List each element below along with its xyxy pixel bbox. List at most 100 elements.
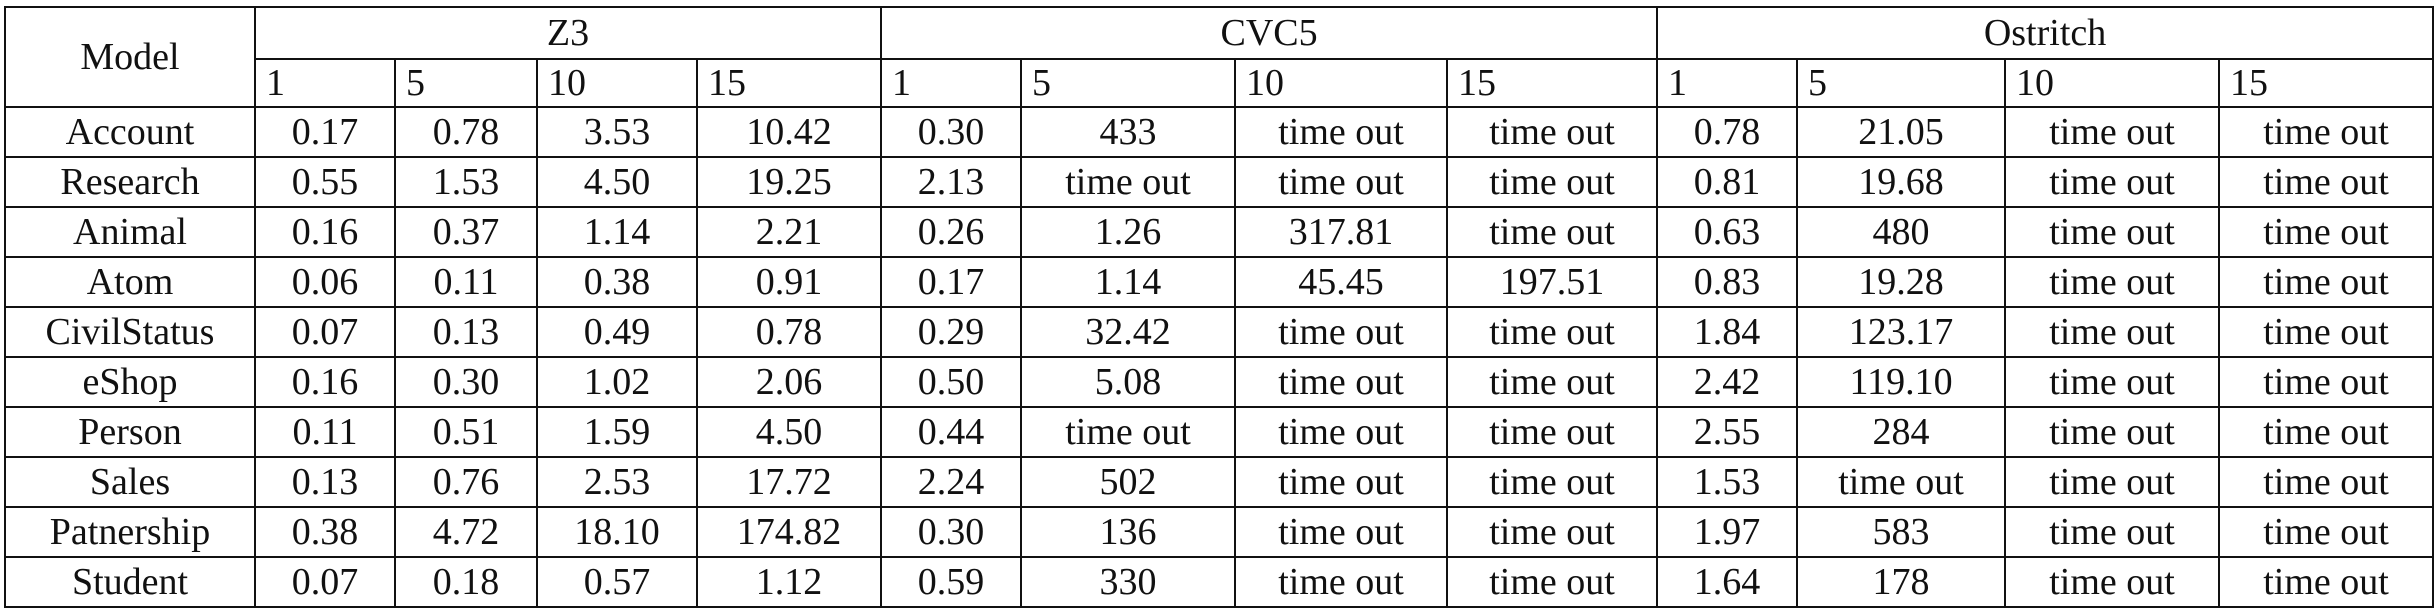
cvc5-time-cell: 0.59 bbox=[880, 556, 1023, 608]
z3-time-cell: 0.37 bbox=[394, 206, 538, 258]
model-name-cell: Person bbox=[4, 406, 256, 458]
ostritch-time-cell: 0.63 bbox=[1656, 206, 1799, 258]
z3-time-cell: 0.38 bbox=[536, 256, 698, 308]
z3-time-cell: 4.50 bbox=[536, 156, 698, 208]
ostritch-time-cell: time out bbox=[2218, 356, 2434, 408]
cvc5-time-cell: 0.44 bbox=[880, 406, 1023, 458]
cvc5-time-cell: 0.29 bbox=[880, 306, 1023, 358]
ostritch-time-cell: 119.10 bbox=[1796, 356, 2007, 408]
z3-time-cell: 4.72 bbox=[394, 506, 538, 558]
z3-time-cell: 0.17 bbox=[254, 106, 396, 158]
cvc5-time-cell: time out bbox=[1234, 506, 1449, 558]
ostritch-time-cell: 2.55 bbox=[1656, 406, 1799, 458]
model-name-cell: Patnership bbox=[4, 506, 256, 558]
size-header: 1 bbox=[1656, 58, 1799, 108]
model-name-cell: Research bbox=[4, 156, 256, 208]
z3-time-cell: 0.07 bbox=[254, 306, 396, 358]
ostritch-time-cell: 123.17 bbox=[1796, 306, 2007, 358]
z3-time-cell: 0.76 bbox=[394, 456, 538, 508]
z3-time-cell: 0.91 bbox=[695, 256, 883, 308]
cvc5-time-cell: time out bbox=[1446, 556, 1659, 608]
model-name-cell: Atom bbox=[4, 256, 256, 308]
cvc5-time-cell: time out bbox=[1446, 306, 1659, 358]
model-name-cell: Account bbox=[4, 106, 256, 158]
cvc5-time-cell: time out bbox=[1234, 456, 1449, 508]
z3-time-cell: 3.53 bbox=[536, 106, 698, 158]
model-name-cell: eShop bbox=[4, 356, 256, 408]
cvc5-time-cell: time out bbox=[1446, 356, 1659, 408]
ostritch-time-cell: time out bbox=[2004, 256, 2221, 308]
ostritch-time-cell: time out bbox=[2004, 156, 2221, 208]
table-row: Research 0.55 1.53 4.50 19.25 2.13 time out tim… bbox=[4, 156, 2434, 208]
z3-time-cell: 4.50 bbox=[695, 406, 883, 458]
cvc5-time-cell: time out bbox=[1446, 156, 1659, 208]
cvc5-time-cell: 0.50 bbox=[880, 356, 1023, 408]
z3-time-cell: 2.53 bbox=[536, 456, 698, 508]
z3-time-cell: 0.16 bbox=[254, 206, 396, 258]
ostritch-time-cell: 21.05 bbox=[1796, 106, 2007, 158]
z3-time-cell: 1.59 bbox=[536, 406, 698, 458]
model-column-header: Model bbox=[4, 6, 256, 108]
size-header: 1 bbox=[880, 58, 1023, 108]
cvc5-time-cell: 32.42 bbox=[1020, 306, 1237, 358]
z3-time-cell: 0.55 bbox=[254, 156, 396, 208]
ostritch-time-cell: time out bbox=[2218, 506, 2434, 558]
size-header: 1 bbox=[254, 58, 396, 108]
cvc5-time-cell: time out bbox=[1234, 156, 1449, 208]
ostritch-time-cell: 1.64 bbox=[1656, 556, 1799, 608]
results-table: Model Z3 CVC5 Ostritch 1 5 10 15 1 5 10 … bbox=[4, 6, 2434, 608]
cvc5-time-cell: 0.30 bbox=[880, 106, 1023, 158]
model-name-cell: CivilStatus bbox=[4, 306, 256, 358]
z3-time-cell: 1.14 bbox=[536, 206, 698, 258]
cvc5-time-cell: time out bbox=[1234, 356, 1449, 408]
size-header: 15 bbox=[1446, 58, 1659, 108]
table-row: Account 0.17 0.78 3.53 10.42 0.30 433 time out t… bbox=[4, 106, 2434, 158]
z3-time-cell: 0.18 bbox=[394, 556, 538, 608]
z3-time-cell: 19.25 bbox=[695, 156, 883, 208]
size-header: 10 bbox=[2004, 58, 2221, 108]
z3-time-cell: 17.72 bbox=[695, 456, 883, 508]
table-row: Student 0.07 0.18 0.57 1.12 0.59 330 time out ti… bbox=[4, 556, 2434, 608]
z3-time-cell: 0.78 bbox=[394, 106, 538, 158]
table-row: Atom 0.06 0.11 0.38 0.91 0.17 1.14 45.45 197.51 0… bbox=[4, 256, 2434, 308]
z3-time-cell: 0.38 bbox=[254, 506, 396, 558]
cvc5-time-cell: time out bbox=[1446, 506, 1659, 558]
cvc5-time-cell: time out bbox=[1234, 106, 1449, 158]
solver-header-cvc5: CVC5 bbox=[880, 6, 1659, 60]
z3-time-cell: 0.11 bbox=[394, 256, 538, 308]
z3-time-cell: 0.13 bbox=[254, 456, 396, 508]
ostritch-time-cell: 2.42 bbox=[1656, 356, 1799, 408]
z3-time-cell: 0.06 bbox=[254, 256, 396, 308]
z3-time-cell: 0.78 bbox=[695, 306, 883, 358]
cvc5-time-cell: time out bbox=[1234, 556, 1449, 608]
model-name-cell: Student bbox=[4, 556, 256, 608]
cvc5-time-cell: 2.24 bbox=[880, 456, 1023, 508]
cvc5-time-cell: 317.81 bbox=[1234, 206, 1449, 258]
size-header: 5 bbox=[1796, 58, 2007, 108]
model-name-cell: Animal bbox=[4, 206, 256, 258]
ostritch-time-cell: 19.68 bbox=[1796, 156, 2007, 208]
ostritch-time-cell: time out bbox=[2004, 506, 2221, 558]
ostritch-time-cell: 0.78 bbox=[1656, 106, 1799, 158]
size-header: 15 bbox=[2218, 58, 2434, 108]
cvc5-time-cell: time out bbox=[1020, 156, 1237, 208]
ostritch-time-cell: time out bbox=[2218, 256, 2434, 308]
size-header: 15 bbox=[695, 58, 883, 108]
z3-time-cell: 0.51 bbox=[394, 406, 538, 458]
z3-time-cell: 0.07 bbox=[254, 556, 396, 608]
ostritch-time-cell: time out bbox=[2218, 406, 2434, 458]
table-row: Animal 0.16 0.37 1.14 2.21 0.26 1.26 317.81 time… bbox=[4, 206, 2434, 258]
ostritch-time-cell: 284 bbox=[1796, 406, 2007, 458]
ostritch-time-cell: time out bbox=[2004, 306, 2221, 358]
z3-time-cell: 0.30 bbox=[394, 356, 538, 408]
cvc5-time-cell: 0.26 bbox=[880, 206, 1023, 258]
size-header: 10 bbox=[536, 58, 698, 108]
z3-time-cell: 0.13 bbox=[394, 306, 538, 358]
ostritch-time-cell: 0.81 bbox=[1656, 156, 1799, 208]
z3-time-cell: 1.53 bbox=[394, 156, 538, 208]
z3-time-cell: 1.12 bbox=[695, 556, 883, 608]
size-header: 10 bbox=[1234, 58, 1449, 108]
cvc5-time-cell: time out bbox=[1446, 106, 1659, 158]
table-row: Patnership 0.38 4.72 18.10 174.82 0.30 136 time… bbox=[4, 506, 2434, 558]
cvc5-time-cell: 0.30 bbox=[880, 506, 1023, 558]
